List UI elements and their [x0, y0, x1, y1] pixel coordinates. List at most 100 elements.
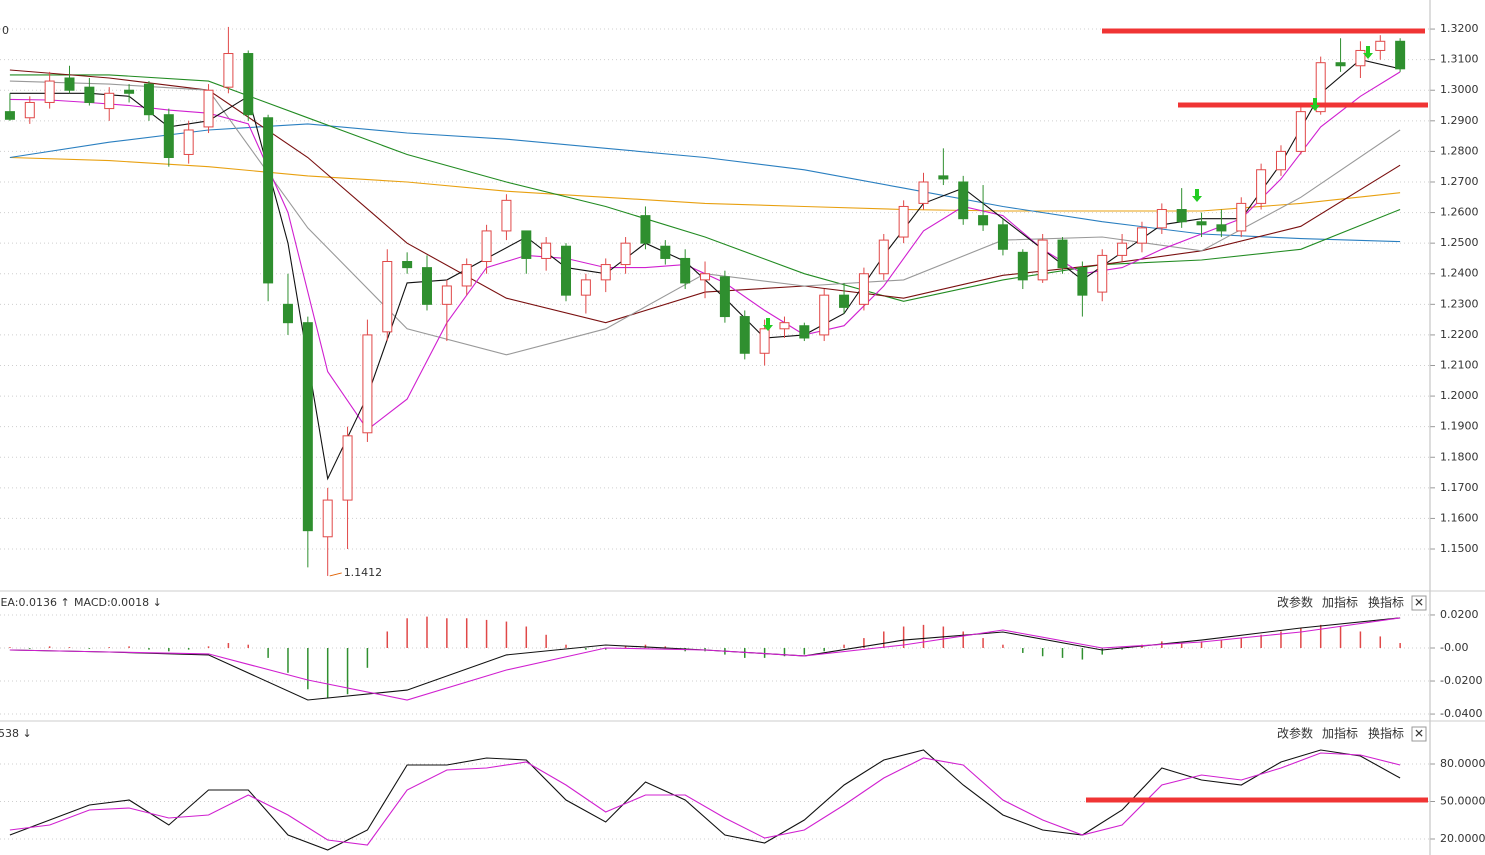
- indicator-label: DEA:0.0136 ↑: [0, 596, 70, 609]
- candle-body: [263, 117, 274, 284]
- candle-body: [719, 276, 730, 318]
- y-tick-label: 50.0000: [1440, 795, 1485, 808]
- candle-body: [839, 294, 850, 308]
- candle-body: [501, 199, 512, 232]
- y-tick-label: 1.2700: [1440, 175, 1479, 188]
- candle-body: [322, 499, 333, 538]
- candle-body: [739, 316, 750, 354]
- indicator-line: [9, 749, 1401, 851]
- candle-body: [243, 53, 254, 116]
- y-tick-label: 1.2600: [1440, 206, 1479, 219]
- mark-layer: [4, 26, 1406, 851]
- candle-body: [84, 86, 95, 103]
- y-tick-label: 1.3100: [1440, 53, 1479, 66]
- candle-body: [402, 261, 413, 269]
- candle-body: [1136, 227, 1147, 244]
- candle-body: [640, 215, 651, 244]
- text-layer: 1.1500 1.1600 1.1700 1.1800 1.1900 1.2000 1.21…: [0, 22, 1485, 845]
- y-tick-label: 1.3200: [1440, 22, 1479, 35]
- candle-body: [124, 89, 135, 94]
- candle-body: [1117, 242, 1128, 256]
- candle-body: [342, 435, 353, 501]
- candle-body: [680, 257, 691, 284]
- toolbar-button[interactable]: 换指标: [1368, 726, 1404, 741]
- candle-body: [938, 175, 949, 180]
- candle-body: [799, 325, 810, 339]
- candle-body: [44, 80, 55, 103]
- candle-body: [521, 230, 532, 259]
- indicator-line: [9, 123, 1401, 243]
- signal-arrow: [763, 318, 773, 331]
- toolbar-button[interactable]: 加指标: [1322, 595, 1358, 610]
- candle-body: [1017, 251, 1028, 281]
- y-tick-label: 1.2000: [1440, 389, 1479, 402]
- y-tick-label: 1.1600: [1440, 511, 1479, 524]
- candle-body: [561, 245, 572, 296]
- grid-layer: [0, 28, 1435, 840]
- candle-body: [759, 328, 770, 354]
- candle-body: [958, 181, 969, 220]
- candle-body: [183, 129, 194, 155]
- candle-body: [1037, 239, 1048, 281]
- close-button[interactable]: ✕: [1414, 596, 1424, 610]
- candle-body: [620, 242, 631, 266]
- y-tick-label: 20.0000: [1440, 832, 1485, 845]
- close-button[interactable]: ✕: [1414, 727, 1424, 741]
- candle-body: [1355, 49, 1366, 67]
- y-tick-label: -0.0200: [1440, 674, 1482, 687]
- signal-arrow: [1310, 98, 1320, 111]
- low-pointer: [329, 572, 342, 577]
- candle-body: [1057, 239, 1068, 269]
- toolbar-button[interactable]: 加指标: [1322, 726, 1358, 741]
- y-tick-label: 1.1500: [1440, 542, 1479, 555]
- candle-body: [1275, 150, 1286, 171]
- candle-body: [541, 242, 552, 259]
- candle-body: [600, 264, 611, 281]
- toolbar-button[interactable]: 改参数: [1277, 726, 1313, 741]
- candle-body: [282, 303, 293, 324]
- y-tick-label: -0.0400: [1440, 707, 1482, 720]
- candle-body: [1256, 169, 1267, 204]
- candle-body: [997, 224, 1008, 250]
- candle-body: [421, 267, 432, 305]
- close-box[interactable]: [1411, 726, 1427, 742]
- y-tick-label: 1.2100: [1440, 359, 1479, 372]
- candle-body: [302, 322, 313, 532]
- candle-body: [1335, 62, 1346, 67]
- candle-body: [24, 101, 35, 119]
- candle-body: [64, 77, 75, 91]
- y-tick-label: 1.1700: [1440, 481, 1479, 494]
- y-tick-label: 0.0200: [1440, 608, 1479, 621]
- candle-body: [1315, 62, 1326, 113]
- candle-body: [1216, 224, 1227, 232]
- candle-body: [700, 273, 711, 281]
- close-box[interactable]: [1411, 595, 1427, 611]
- candle-body: [1196, 221, 1207, 226]
- candle-body: [898, 205, 909, 238]
- y-tick-label: 1.2200: [1440, 328, 1479, 341]
- y-tick-label: 1.2800: [1440, 144, 1479, 157]
- candle-body: [143, 83, 154, 116]
- candle-body: [878, 239, 889, 275]
- indicator-label: 538 ↓: [0, 727, 32, 740]
- candle-body: [441, 285, 452, 305]
- signal-arrow: [1363, 46, 1373, 59]
- candle-body: [163, 114, 174, 159]
- candle-body: [1236, 202, 1247, 232]
- candle-body: [1097, 254, 1108, 293]
- y-tick-label: 1.3000: [1440, 83, 1479, 96]
- y-tick-label: 1.1900: [1440, 420, 1479, 433]
- y-tick-label: -0.00: [1440, 641, 1468, 654]
- toolbar-button[interactable]: 换指标: [1368, 595, 1404, 610]
- candle-body: [104, 92, 115, 110]
- indicator-label: MACD:0.0018 ↓: [74, 596, 162, 609]
- candle-body: [362, 334, 373, 434]
- candle-body: [223, 53, 234, 88]
- candle-body: [461, 264, 472, 287]
- y-tick-label: 1.2300: [1440, 297, 1479, 310]
- y-tick-label: 1.1800: [1440, 450, 1479, 463]
- indicator-label: 0: [2, 24, 9, 37]
- candle-body: [660, 245, 671, 259]
- toolbar-button[interactable]: 改参数: [1277, 595, 1313, 610]
- low-label: 1.1412: [344, 566, 383, 579]
